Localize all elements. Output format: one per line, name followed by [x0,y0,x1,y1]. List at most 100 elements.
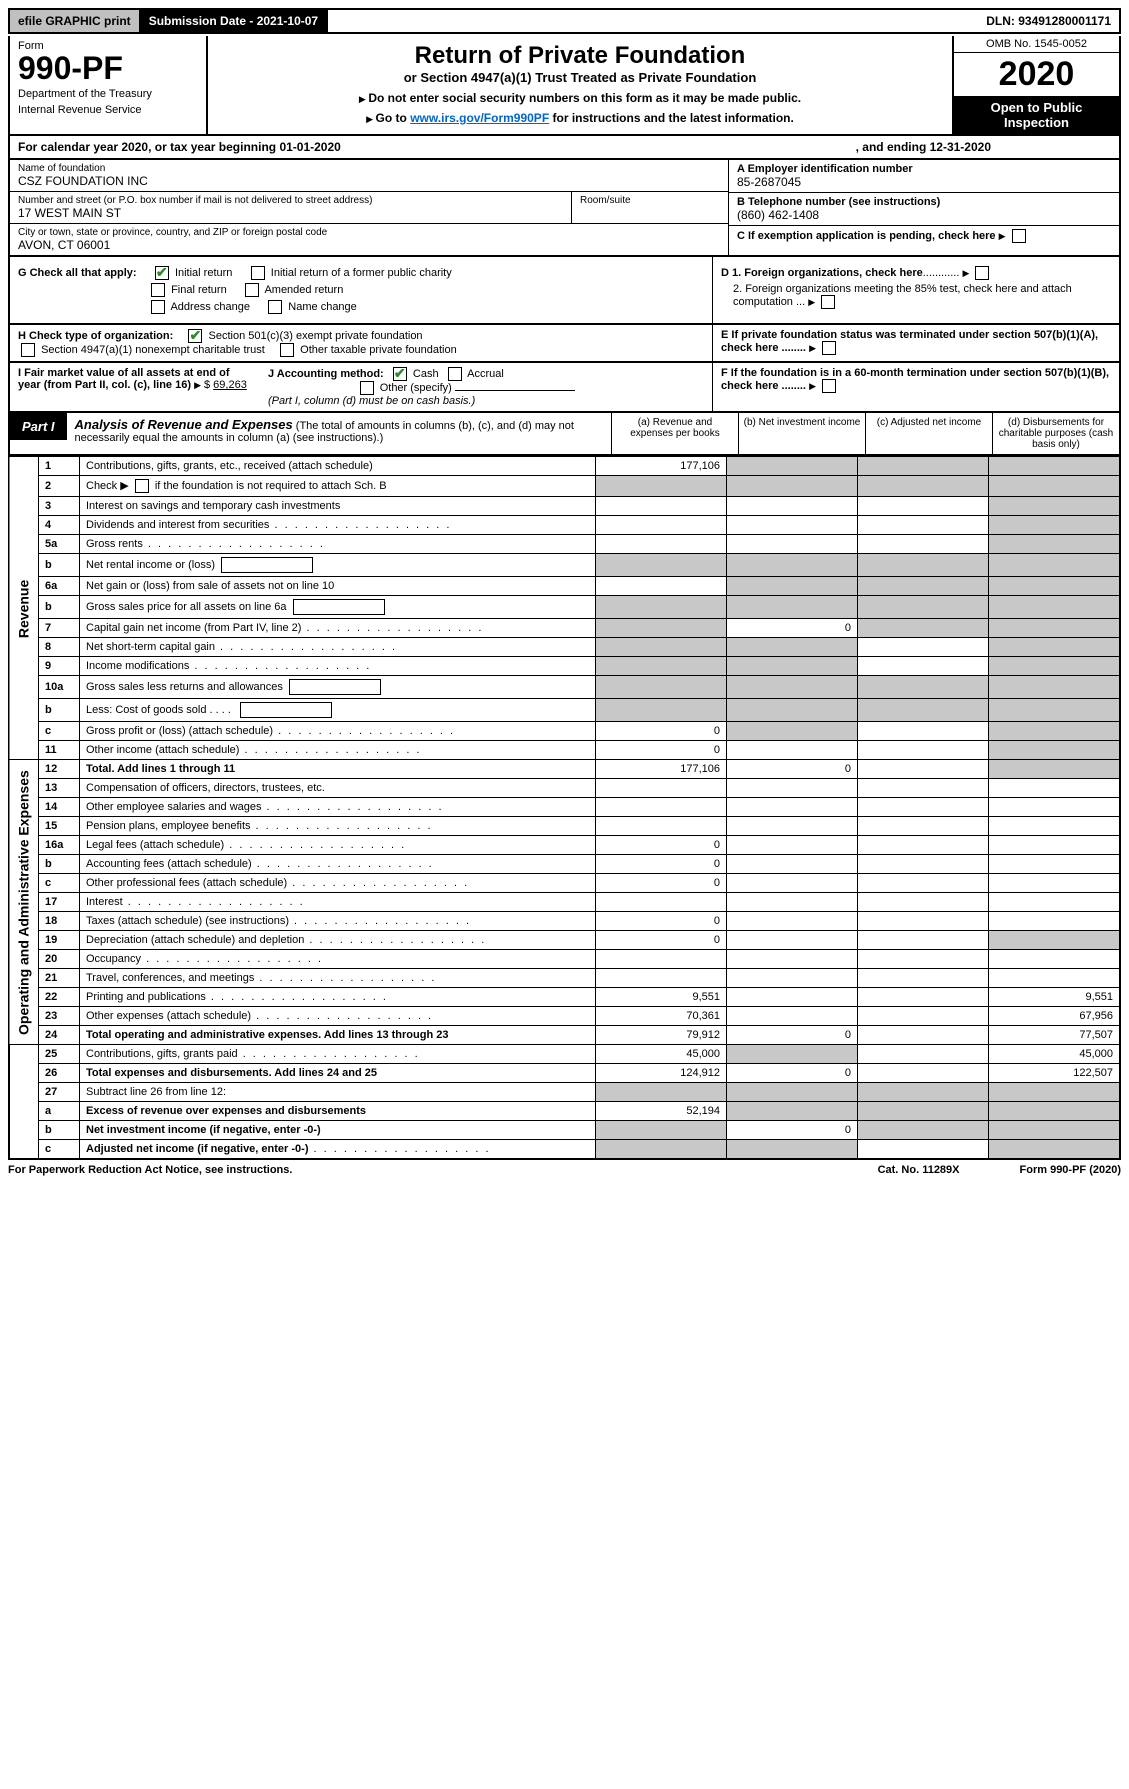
j-note: (Part I, column (d) must be on cash basi… [268,395,475,407]
row-desc: Income modifications [80,657,596,676]
efile-print-button[interactable]: efile GRAPHIC print [10,10,141,32]
part1-label: Part I [10,413,67,440]
row-num: b [39,855,80,874]
cash-checkbox[interactable] [393,367,407,381]
val-19a: 0 [596,931,727,950]
row-desc: Pension plans, employee benefits [80,817,596,836]
row-num: 19 [39,931,80,950]
val-16c: 0 [596,874,727,893]
pending-checkbox[interactable] [1012,229,1026,243]
501c3-checkbox[interactable] [188,329,202,343]
other-taxable-checkbox[interactable] [280,343,294,357]
pending-label: C If exemption application is pending, c… [737,230,996,242]
form-ref: Form 990-PF (2020) [1020,1164,1121,1176]
row-num: 10a [39,676,80,699]
row-num: 20 [39,950,80,969]
other-method-checkbox[interactable] [360,381,374,395]
row-desc: Printing and publications [80,988,596,1007]
open-public-badge: Open to Public Inspection [954,96,1119,134]
row-num: 25 [39,1045,80,1064]
d2-label: 2. Foreign organizations meeting the 85%… [733,283,1072,308]
entity-info: Name of foundation CSZ FOUNDATION INC Nu… [8,160,1121,257]
row-desc: Accounting fees (attach schedule) [80,855,596,874]
section-i-j-f: I Fair market value of all assets at end… [8,363,1121,413]
instr-goto-pre: Go to [376,111,411,125]
row-num: 6a [39,577,80,596]
row-num: b [39,1121,80,1140]
col-b-header: (b) Net investment income [738,413,865,454]
page-footer: For Paperwork Reduction Act Notice, see … [8,1160,1121,1180]
j-label: J Accounting method: [268,368,384,380]
val-7b: 0 [727,619,858,638]
section-g-d: G Check all that apply: Initial return I… [8,257,1121,325]
final-return-checkbox[interactable] [151,283,165,297]
d1-checkbox[interactable] [975,266,989,280]
dept-treasury: Department of the Treasury [18,88,198,100]
row-desc: Other expenses (attach schedule) [80,1007,596,1026]
row-num: 2 [39,476,80,497]
row-desc: Subtract line 26 from line 12: [80,1083,596,1102]
city-label: City or town, state or province, country… [18,227,720,238]
e-checkbox[interactable] [822,341,836,355]
val-23a: 70,361 [596,1007,727,1026]
top-bar: efile GRAPHIC print Submission Date - 20… [8,8,1121,34]
cat-no: Cat. No. 11289X [878,1164,960,1176]
row-num: 27 [39,1083,80,1102]
val-22a: 9,551 [596,988,727,1007]
address-change-checkbox[interactable] [151,300,165,314]
4947a1-checkbox[interactable] [21,343,35,357]
amended-return-checkbox[interactable] [245,283,259,297]
row-num: 12 [39,760,80,779]
row-num: 11 [39,741,80,760]
row-num: c [39,874,80,893]
d2-checkbox[interactable] [821,295,835,309]
row-num: 3 [39,497,80,516]
row-desc: Check ▶ if the foundation is not require… [80,476,596,497]
4947a1-label: Section 4947(a)(1) nonexempt charitable … [41,344,265,356]
501c3-label: Section 501(c)(3) exempt private foundat… [209,330,423,342]
val-27a: 52,194 [596,1102,727,1121]
part1-title: Analysis of Revenue and Expenses [75,417,293,432]
initial-return-label: Initial return [175,267,232,279]
final-return-label: Final return [171,284,227,296]
row-num: 5a [39,535,80,554]
val-1a: 177,106 [596,457,727,476]
initial-return-checkbox[interactable] [155,266,169,280]
form-number: 990-PF [18,52,198,84]
submission-date: Submission Date - 2021-10-07 [141,10,328,32]
e-label: E If private foundation status was termi… [721,329,1098,354]
accrual-label: Accrual [467,368,504,380]
row-desc: Contributions, gifts, grants, etc., rece… [80,457,596,476]
val-26b: 0 [727,1064,858,1083]
row-desc: Gross sales less returns and allowances [80,676,596,699]
address-change-label: Address change [170,301,250,313]
name-change-checkbox[interactable] [268,300,282,314]
instr-goto-post: for instructions and the latest informat… [553,111,794,125]
accrual-checkbox[interactable] [448,367,462,381]
calendar-year-row: For calendar year 2020, or tax year begi… [8,136,1121,160]
part1-header: Part I Analysis of Revenue and Expenses … [8,413,1121,456]
row-desc: Total. Add lines 1 through 11 [80,760,596,779]
dln: DLN: 93491280001171 [978,10,1119,32]
val-26a: 124,912 [596,1064,727,1083]
name-label: Name of foundation [18,163,720,174]
row-desc: Interest [80,893,596,912]
instr-ssn: Do not enter social security numbers on … [368,91,801,105]
row-desc: Net gain or (loss) from sale of assets n… [80,577,596,596]
schB-checkbox[interactable] [135,479,149,493]
initial-former-label: Initial return of a former public charit… [271,267,452,279]
row-desc: Net investment income (if negative, ente… [80,1121,596,1140]
initial-former-checkbox[interactable] [251,266,265,280]
row-desc: Depreciation (attach schedule) and deple… [80,931,596,950]
f-label: F If the foundation is in a 60-month ter… [721,367,1109,392]
row-num: 15 [39,817,80,836]
row-desc: Capital gain net income (from Part IV, l… [80,619,596,638]
f-checkbox[interactable] [822,379,836,393]
other-method-label: Other (specify) [380,382,452,394]
row-num: 13 [39,779,80,798]
row-desc: Gross rents [80,535,596,554]
val-24d: 77,507 [989,1026,1121,1045]
row-num: 1 [39,457,80,476]
form990pf-link[interactable]: www.irs.gov/Form990PF [410,111,549,125]
row-desc: Gross profit or (loss) (attach schedule) [80,722,596,741]
